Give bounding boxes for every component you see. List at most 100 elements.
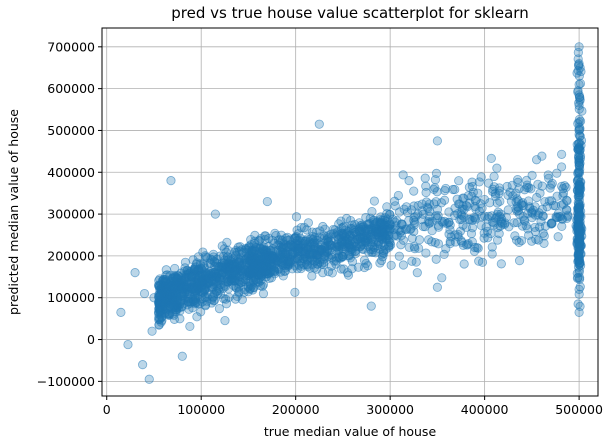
data-point xyxy=(410,244,420,254)
data-point xyxy=(260,261,270,271)
y-tick-label: 300000 xyxy=(47,207,95,222)
data-point xyxy=(385,223,395,233)
data-point xyxy=(509,218,519,228)
data-point xyxy=(277,235,288,246)
data-point xyxy=(576,184,586,194)
x-tick-label: 0 xyxy=(103,402,111,417)
data-point xyxy=(206,254,216,264)
points xyxy=(116,42,587,384)
data-point xyxy=(359,255,370,265)
data-point xyxy=(354,226,365,236)
data-point xyxy=(421,197,432,207)
data-point xyxy=(539,238,549,248)
data-point xyxy=(401,202,412,212)
data-point xyxy=(268,251,278,261)
data-point xyxy=(431,197,441,207)
data-point xyxy=(299,222,309,233)
data-point xyxy=(457,210,467,220)
data-point xyxy=(537,181,547,191)
data-point xyxy=(407,256,417,266)
data-point xyxy=(514,256,525,266)
data-point xyxy=(531,155,542,165)
data-point xyxy=(530,222,540,233)
data-point xyxy=(160,298,170,308)
data-point xyxy=(315,257,325,267)
data-point xyxy=(223,284,233,294)
data-point xyxy=(432,136,442,146)
data-point xyxy=(574,215,584,225)
data-point xyxy=(331,242,342,252)
data-point xyxy=(444,229,454,239)
data-point xyxy=(476,199,486,209)
data-point xyxy=(481,222,491,232)
data-point xyxy=(432,282,442,292)
data-point xyxy=(487,249,497,259)
data-point xyxy=(575,301,585,311)
data-point xyxy=(530,202,540,212)
data-point xyxy=(395,227,405,237)
data-point xyxy=(574,238,584,248)
data-point xyxy=(171,306,181,317)
data-point xyxy=(492,163,502,173)
data-point xyxy=(279,243,289,253)
data-point xyxy=(522,180,532,190)
data-point xyxy=(575,227,586,238)
data-point xyxy=(574,289,584,299)
y-tick-label: 200000 xyxy=(47,248,95,263)
data-point xyxy=(575,260,586,271)
data-point xyxy=(546,218,557,228)
data-point xyxy=(575,78,586,89)
data-point xyxy=(533,210,543,220)
data-point xyxy=(212,286,222,297)
data-point xyxy=(394,251,404,261)
data-point xyxy=(514,183,524,194)
data-point xyxy=(574,122,584,132)
x-tick-label: 500000 xyxy=(555,402,603,417)
data-point xyxy=(487,242,497,252)
data-point xyxy=(287,264,297,274)
data-point xyxy=(512,217,522,228)
data-point xyxy=(246,240,256,250)
data-point xyxy=(552,168,562,178)
data-point xyxy=(547,218,557,229)
y-tick-label: −100000 xyxy=(37,374,95,389)
data-point xyxy=(517,221,528,231)
data-point xyxy=(396,240,406,250)
data-point xyxy=(576,140,586,150)
y-axis-label: predicted median value of house xyxy=(6,109,21,315)
data-point xyxy=(116,307,126,317)
data-point xyxy=(366,239,376,249)
data-point xyxy=(467,237,477,247)
data-point xyxy=(397,219,407,229)
data-point xyxy=(556,200,567,210)
data-point xyxy=(572,139,582,150)
data-point xyxy=(574,284,584,294)
y-tick-label: 100000 xyxy=(47,290,95,305)
data-point xyxy=(501,212,511,222)
data-point xyxy=(553,232,563,242)
data-point xyxy=(200,300,211,310)
data-point xyxy=(226,274,237,285)
data-point xyxy=(234,288,244,298)
data-point xyxy=(190,291,200,302)
data-point xyxy=(155,290,166,300)
data-point xyxy=(175,314,185,324)
data-point xyxy=(421,187,431,198)
data-point xyxy=(574,98,584,108)
y-tick-label: 700000 xyxy=(47,39,95,54)
data-point xyxy=(502,181,512,192)
data-point xyxy=(310,233,320,243)
data-point xyxy=(290,287,300,297)
y-tick-label: 500000 xyxy=(47,123,95,138)
data-point xyxy=(557,221,567,231)
data-point xyxy=(431,254,441,264)
data-point xyxy=(540,197,550,207)
data-point xyxy=(574,114,584,125)
data-point xyxy=(492,209,502,219)
data-point xyxy=(503,205,513,215)
data-point xyxy=(248,275,258,286)
data-point xyxy=(459,259,469,269)
data-point xyxy=(412,268,422,278)
data-point xyxy=(196,307,206,317)
